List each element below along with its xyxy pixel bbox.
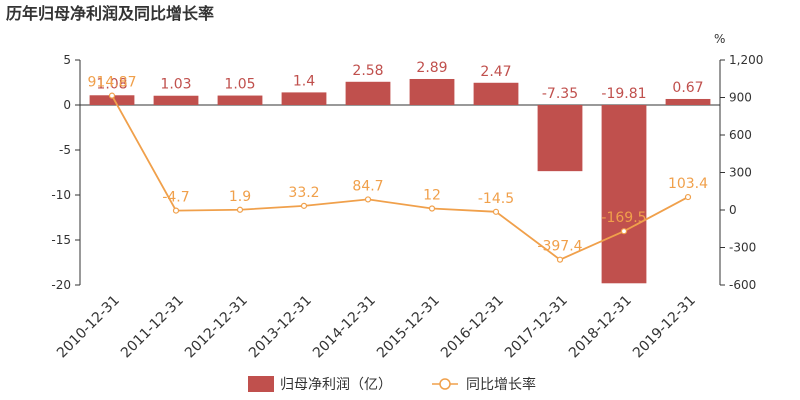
- bar: [537, 105, 583, 172]
- x-tick-label: 2016-12-31: [438, 293, 507, 362]
- bar: [281, 92, 327, 105]
- left-tick-label: -20: [51, 278, 71, 292]
- bar-data-label: 1.08: [96, 76, 127, 92]
- axes: 5 0 -5 -10 -15 -20 1,200 900 600 300 0 -300 -600: [51, 53, 763, 292]
- x-tick-label: 2011-12-31: [118, 293, 187, 362]
- line-data-label: 1.9: [229, 189, 251, 205]
- bar-data-label: 1.03: [160, 77, 191, 93]
- bar-data-label: 2.47: [480, 64, 511, 80]
- left-tick-label: 5: [63, 53, 71, 67]
- line-data-label: -397.4: [537, 239, 582, 255]
- chart-title: 历年归母净利润及同比增长率: [6, 4, 214, 23]
- line-point: [428, 205, 436, 212]
- right-axis-unit: %: [714, 32, 725, 46]
- left-tick-label: -15: [51, 233, 71, 247]
- bar: [345, 81, 391, 105]
- data-labels: 1.08 1.03 1.05 1.4 2.58 2.89 2.47 -7.35 -19.81 0.…: [88, 60, 709, 255]
- right-tick-label: 300: [729, 166, 752, 180]
- line-data-label: -14.5: [478, 191, 514, 207]
- growth-line: [111, 95, 689, 261]
- x-tick-label: 2014-12-31: [310, 293, 379, 362]
- bar-data-label: 0.67: [672, 80, 703, 96]
- line-data-label: 12: [423, 188, 441, 204]
- bar: [601, 105, 647, 284]
- bar: [217, 95, 263, 105]
- line-point: [300, 202, 308, 209]
- line-series: [108, 92, 692, 263]
- line-data-label: 33.2: [288, 185, 319, 201]
- line-point: [620, 228, 628, 235]
- right-tick-label: 0: [729, 203, 737, 217]
- x-tick-label: 2018-12-31: [566, 293, 635, 362]
- line-point: [684, 193, 692, 201]
- bar: [473, 82, 519, 105]
- line-point: [172, 207, 180, 214]
- line-point: [236, 206, 244, 213]
- x-tick-label: 2013-12-31: [246, 293, 315, 362]
- bar: [89, 95, 135, 105]
- bar: [409, 78, 455, 105]
- bar: [665, 98, 711, 105]
- bar-series: [89, 78, 711, 284]
- legend: 归母净利润（亿） 同比增长率: [248, 376, 536, 393]
- line-point: [364, 196, 372, 203]
- bar-data-label: 1.05: [224, 77, 255, 93]
- x-axis-ticks: 2010-12-312011-12-312012-12-312013-12-31…: [54, 293, 699, 362]
- line-data-label: 914.87: [88, 75, 137, 91]
- line-point: [556, 256, 564, 263]
- left-tick-label: 0: [63, 98, 71, 112]
- legend-marker-growth: [439, 378, 451, 390]
- left-tick-label: -5: [59, 143, 71, 157]
- right-tick-label: -300: [729, 241, 756, 255]
- right-tick-label: -600: [729, 278, 756, 292]
- bar-data-label: -19.81: [601, 86, 646, 102]
- left-tick-label: -10: [51, 188, 71, 202]
- line-data-label: -4.7: [162, 190, 189, 206]
- x-tick-label: 2015-12-31: [374, 293, 443, 362]
- x-tick-label: 2017-12-31: [502, 293, 571, 362]
- line-data-label: 103.4: [668, 176, 708, 192]
- line-point: [492, 208, 500, 215]
- right-tick-label: 900: [729, 91, 752, 105]
- bar-data-label: -7.35: [542, 86, 578, 102]
- bar-data-label: 2.89: [416, 60, 447, 76]
- bar-data-label: 2.58: [352, 63, 383, 79]
- line-data-label: 84.7: [352, 178, 383, 194]
- right-tick-label: 1,200: [729, 53, 763, 67]
- legend-label-growth: 同比增长率: [466, 376, 536, 393]
- bar: [153, 95, 199, 105]
- x-tick-label: 2010-12-31: [54, 293, 123, 362]
- bar-data-label: 1.4: [293, 73, 315, 89]
- x-tick-label: 2019-12-31: [630, 293, 699, 362]
- legend-swatch-profit: [248, 376, 274, 392]
- right-tick-label: 600: [729, 128, 752, 142]
- legend-label-profit: 归母净利润（亿）: [280, 376, 392, 393]
- line-data-label: -169.5: [601, 210, 646, 226]
- line-point: [108, 92, 116, 99]
- x-tick-label: 2012-12-31: [182, 293, 251, 362]
